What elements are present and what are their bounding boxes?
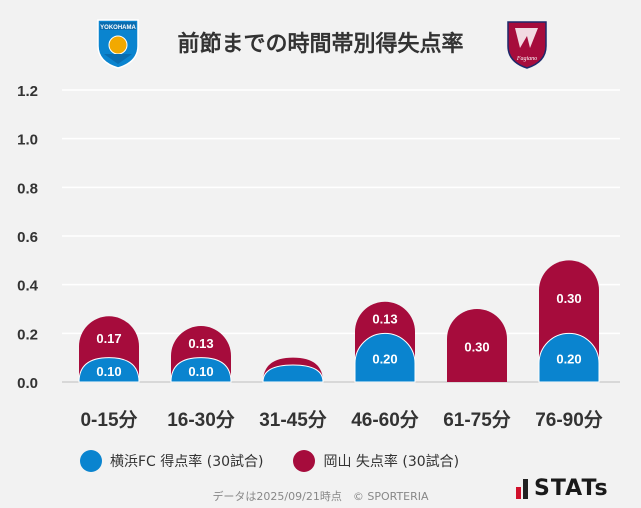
data-label-okayama-4: 0.30 — [464, 340, 489, 355]
legend-swatch-okayama — [293, 450, 316, 472]
x-tick-label: 16-30分 — [167, 409, 235, 431]
y-tick-label: 0.6 — [17, 229, 38, 246]
data-label-yokohama-0: 0.10 — [96, 364, 121, 379]
data-label-okayama-0: 0.17 — [96, 331, 121, 346]
y-tick-label: 1.0 — [17, 132, 38, 149]
legend: 横浜FC 得点率 (30試合) 岡山 失点率 (30試合) — [80, 448, 489, 474]
data-label-yokohama-1: 0.10 — [188, 364, 213, 379]
bar-yokohama-1 — [170, 357, 232, 383]
y-tick-label: 1.2 — [17, 83, 38, 100]
stats-logo-mark — [516, 478, 528, 499]
y-tick-label: 0.0 — [17, 375, 38, 392]
yokohama-emblem-text: YOKOHAMA — [100, 25, 136, 31]
bar-yokohama-3 — [354, 332, 416, 383]
bar-yokohama-0 — [78, 357, 140, 383]
y-tick-label: 0.8 — [17, 180, 38, 197]
chart-title: 前節までの時間帯別得失点率 — [177, 32, 464, 57]
data-label-okayama-5: 0.30 — [556, 291, 581, 306]
legend-entry-yokohama: 横浜FC 得点率 (30試合) — [80, 450, 263, 472]
legend-swatch-yokohama — [80, 450, 102, 472]
stats-logo: STATs — [516, 476, 609, 501]
bar-okayama-4 — [447, 309, 507, 382]
okayama-emblem-text: Fagiano — [516, 56, 537, 62]
legend-entry-okayama: 岡山 失点率 (30試合) — [293, 450, 459, 472]
legend-label-yokohama: 横浜FC 得点率 (30試合) — [110, 454, 264, 470]
x-tick-label: 31-45分 — [259, 409, 327, 431]
legend-label-okayama: 岡山 失点率 (30試合) — [323, 454, 460, 470]
bar-yokohama-2 — [262, 364, 324, 383]
fagiano-okayama-emblem: Fagiano — [507, 21, 547, 69]
data-label-yokohama-3: 0.20 — [372, 352, 397, 367]
y-tick-label: 0.2 — [17, 326, 38, 343]
x-tick-label: 61-75分 — [443, 409, 511, 431]
x-tick-label: 0-15分 — [80, 409, 137, 431]
bar-yokohama-5 — [538, 332, 600, 383]
data-label-yokohama-5: 0.20 — [556, 352, 581, 367]
y-tick-label: 0.4 — [17, 278, 39, 295]
data-label-okayama-1: 0.13 — [188, 336, 213, 351]
footer-note: データは2025/09/21時点 © SPORTERIA — [212, 490, 429, 503]
data-label-okayama-3: 0.13 — [372, 312, 397, 327]
x-tick-label: 46-60分 — [351, 409, 419, 431]
x-tick-label: 76-90分 — [535, 409, 603, 431]
stats-logo-text: STATs — [534, 476, 609, 501]
yokohama-fc-emblem: YOKOHAMA — [97, 19, 139, 69]
